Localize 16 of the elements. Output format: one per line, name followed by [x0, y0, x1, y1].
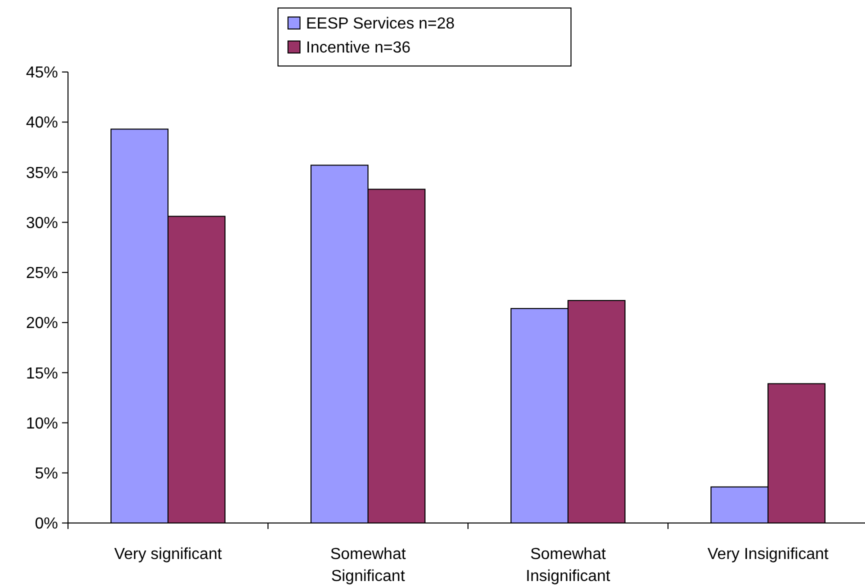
y-tick-label: 30% [26, 214, 58, 232]
x-tick-label: Somewhat Significant [330, 546, 406, 585]
legend-label: EESP Services n=28 [306, 16, 455, 33]
y-tick-label: 20% [26, 315, 58, 332]
y-tick-label: 0% [34, 516, 58, 533]
legend-label: Incentive n=36 [306, 40, 411, 57]
x-tick-label: Somewhat Insignificant [526, 546, 611, 585]
y-tick-label: 10% [26, 415, 58, 432]
y-tick-label: 35% [26, 164, 58, 182]
x-tick-label: Very Insignificant [708, 546, 830, 563]
y-tick-label: 25% [26, 265, 58, 282]
y-tick-label: 15% [26, 365, 58, 382]
y-tick-label: 40% [26, 114, 58, 132]
y-tick-label: 5% [34, 465, 58, 482]
y-tick-label: 45% [26, 64, 58, 82]
x-tick-label: Very significant [114, 546, 222, 563]
